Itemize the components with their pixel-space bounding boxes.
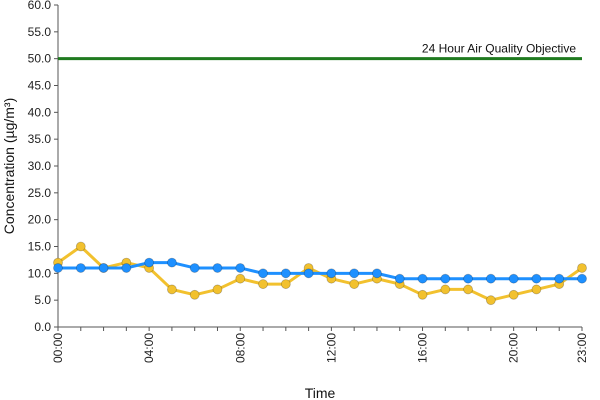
y-tick-label: 20.0	[28, 213, 52, 227]
series-2-line	[56, 261, 584, 281]
series-2-point	[144, 257, 155, 268]
series-2-point	[303, 268, 314, 279]
y-axis-title: Concentration (µg/m³)	[1, 98, 17, 234]
x-tick-label: 08:00	[233, 333, 247, 363]
y-tick-label: 30.0	[28, 159, 52, 173]
objective-group: 24 Hour Air Quality Objective	[58, 42, 582, 61]
series-1-point	[167, 284, 177, 295]
series-2-point	[121, 263, 132, 273]
y-tick-label: 60.0	[28, 0, 52, 12]
y-tick-label: 45.0	[28, 79, 52, 93]
series-1-point	[189, 289, 200, 300]
x-tick-label: 16:00	[416, 333, 430, 363]
series-2-point	[531, 273, 542, 284]
series-1-point	[417, 289, 428, 300]
series-2-point	[554, 273, 565, 284]
series-1-point	[235, 273, 246, 284]
series-2-point	[280, 268, 291, 279]
series-2-point	[212, 263, 223, 273]
x-tick-label: 12:00	[324, 333, 338, 363]
series-1-point	[75, 241, 86, 252]
y-tick-label: 15.0	[28, 240, 52, 254]
series-2-point	[189, 263, 200, 273]
series-1-point	[212, 284, 223, 295]
y-tick-label: 5.0	[34, 293, 51, 307]
y-tick-label: 55.0	[28, 25, 52, 39]
series-2	[53, 257, 587, 284]
series-2-point	[53, 263, 63, 273]
x-tick-label: 00:00	[51, 333, 65, 363]
series-1-point	[349, 279, 360, 289]
series-2-point	[485, 273, 496, 284]
series-2-point	[577, 273, 587, 284]
y-tick-label: 50.0	[28, 52, 52, 66]
series-2-point	[349, 268, 360, 279]
series-1-point	[258, 279, 268, 289]
y-tick-label: 35.0	[28, 132, 52, 146]
x-axis-title: Time	[305, 385, 336, 400]
series-2-point	[394, 273, 405, 284]
objective-label: 24 Hour Air Quality Objective	[422, 42, 576, 56]
series-2-point	[372, 268, 382, 279]
y-tick-label: 0.0	[34, 320, 51, 334]
series-1-point	[485, 295, 496, 306]
x-tick-label: 23:00	[575, 333, 589, 363]
x-tick-label: 20:00	[507, 333, 521, 363]
series-2-point	[326, 268, 337, 279]
series-2-point	[440, 273, 451, 284]
series-layer	[53, 241, 587, 306]
x-tick-label: 04:00	[142, 333, 156, 363]
series-2-point	[417, 273, 428, 284]
series-1-point	[531, 284, 542, 295]
series-2-point	[258, 268, 268, 279]
series-1-point	[577, 263, 587, 273]
series-2-point	[75, 263, 86, 273]
x-ticks: 00:00 04:00 08:00 12:00 16:00 20:00 23:00	[51, 327, 589, 363]
series-2-point	[235, 263, 246, 273]
series-2-point	[98, 263, 109, 273]
series-1-point	[440, 284, 451, 295]
series-1-point	[508, 289, 519, 300]
y-ticks: 0.0 5.0 10.0 15.0 20.0 25.0 30.0 35.0 40.0 45.0 50…	[28, 0, 58, 334]
series-1-point	[280, 279, 291, 289]
series-1-point	[463, 284, 473, 295]
series-2-point	[508, 273, 519, 284]
series-2-point	[167, 257, 177, 268]
y-tick-label: 25.0	[28, 186, 52, 200]
y-tick-label: 40.0	[28, 105, 52, 119]
y-tick-label: 10.0	[28, 266, 52, 280]
series-2-point	[463, 273, 473, 284]
